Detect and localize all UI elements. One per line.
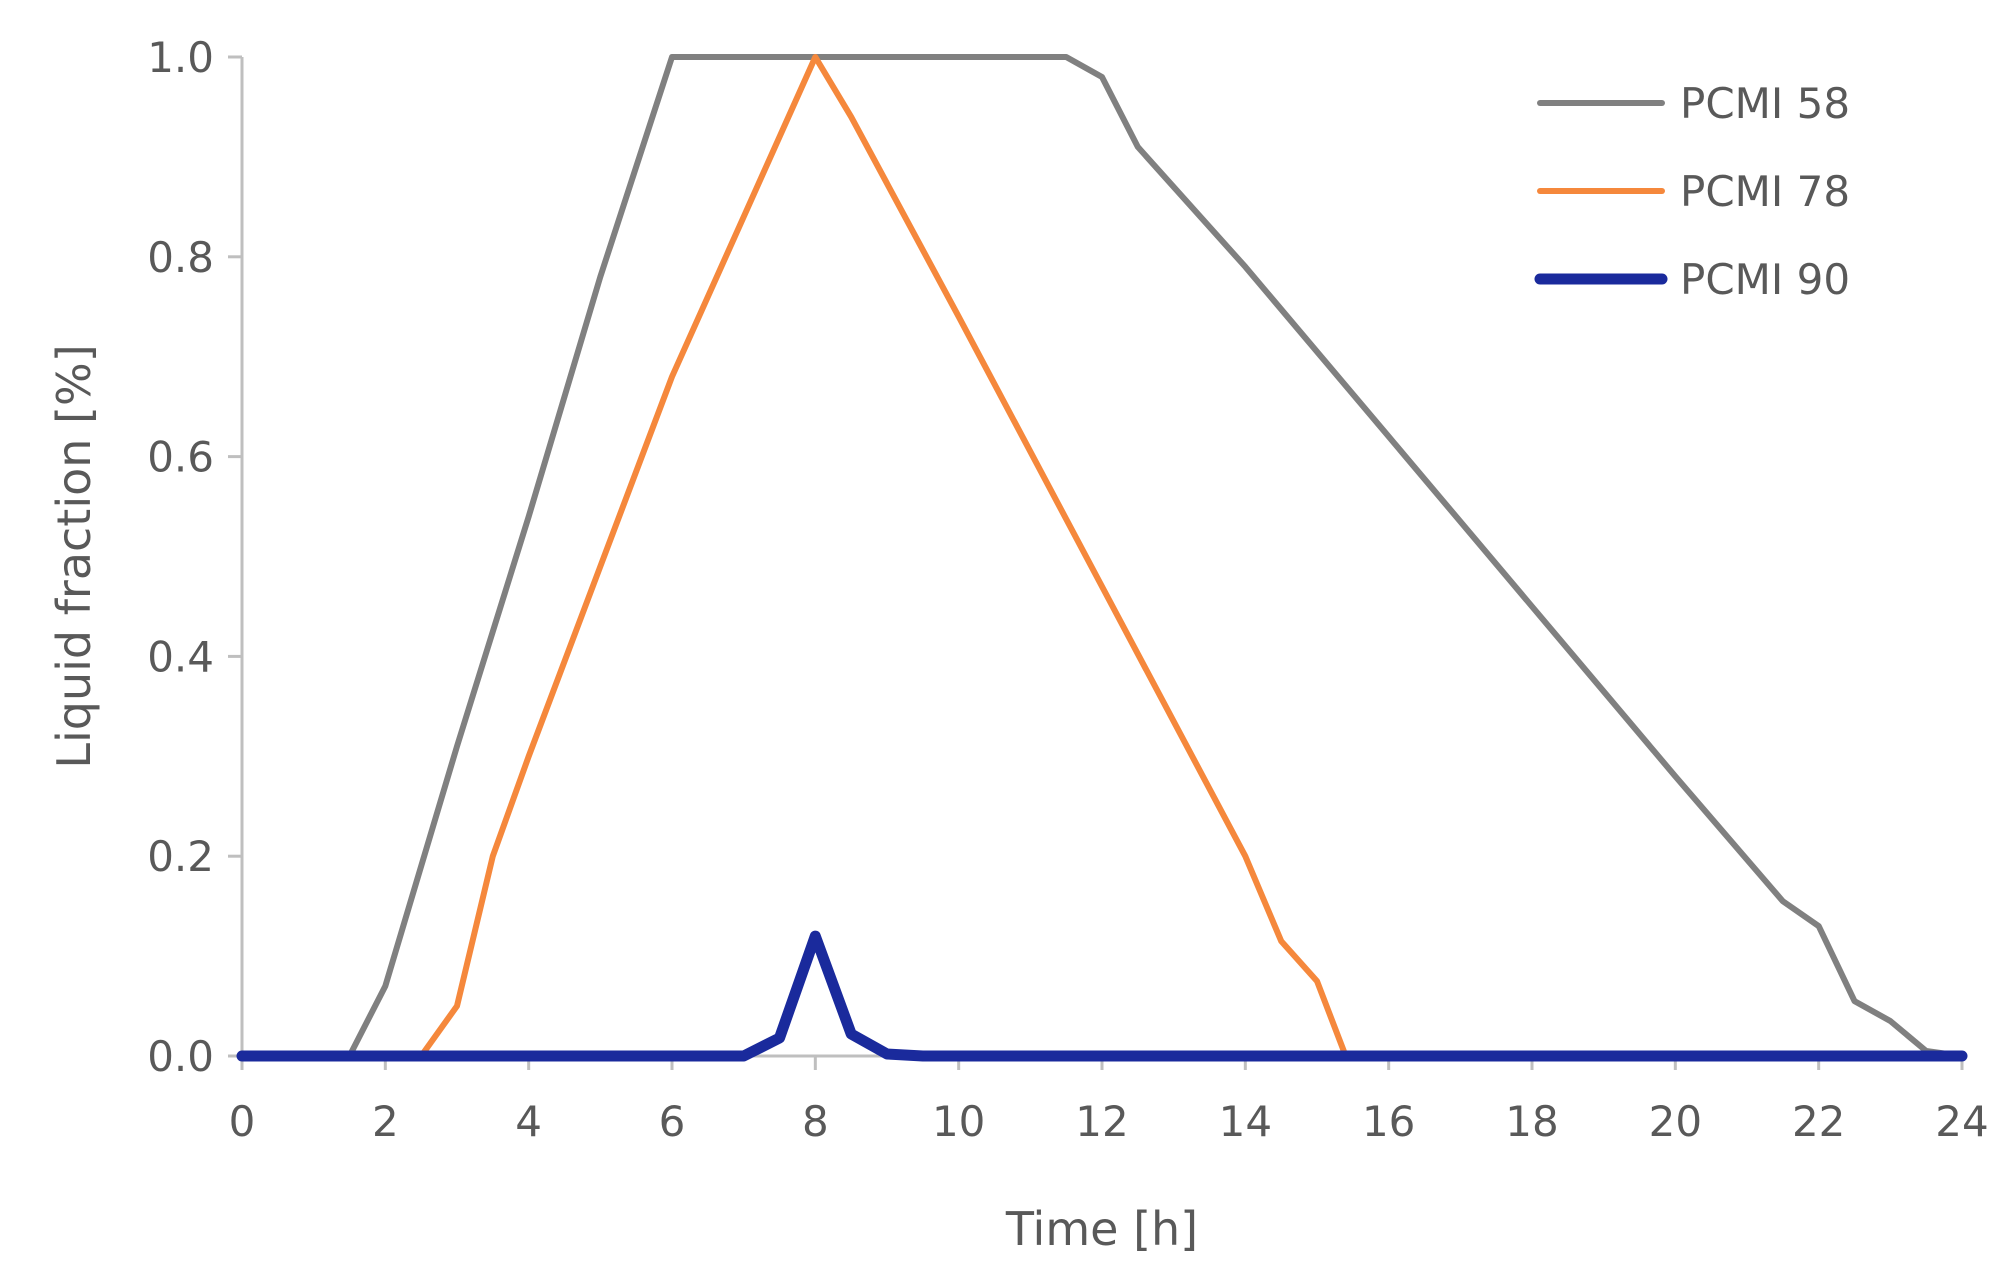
x-tick-label: 8 <box>802 1097 829 1146</box>
x-tick-label: 2 <box>372 1097 399 1146</box>
legend-label: PCMI 78 <box>1680 167 1850 216</box>
x-tick-label: 4 <box>515 1097 542 1146</box>
x-axis-ticks: 0 2 4 6 8 10 12 14 16 18 20 22 24 <box>229 1056 1989 1146</box>
y-tick-label: 1.0 <box>147 33 214 82</box>
x-tick-label: 18 <box>1505 1097 1558 1146</box>
y-tick-label: 0.2 <box>147 832 214 881</box>
x-tick-label: 16 <box>1362 1097 1415 1146</box>
x-tick-label: 12 <box>1075 1097 1128 1146</box>
x-tick-label: 6 <box>659 1097 686 1146</box>
series-line-pcmi-78 <box>239 54 1965 1059</box>
y-axis-ticks: 0.0 0.2 0.4 0.6 0.8 1.0 <box>147 33 242 1081</box>
x-tick-label: 10 <box>932 1097 985 1146</box>
x-axis-title: Time [h] <box>1005 1202 1198 1256</box>
x-axis: 0 2 4 6 8 10 12 14 16 18 20 22 24 <box>229 1054 1989 1146</box>
legend-label: PCMI 90 <box>1680 255 1850 304</box>
x-tick-label: 24 <box>1935 1097 1988 1146</box>
y-tick-label: 0.8 <box>147 233 214 282</box>
legend: PCMI 58 PCMI 78 PCMI 90 <box>1534 79 1850 304</box>
y-tick-label: 0.6 <box>147 433 214 482</box>
legend-label: PCMI 58 <box>1680 79 1850 128</box>
x-tick-label: 20 <box>1649 1097 1702 1146</box>
y-axis-title: Liquid fraction [%] <box>47 344 101 768</box>
series-line-pcmi-58 <box>239 54 1965 1059</box>
x-tick-label: 0 <box>229 1097 256 1146</box>
y-axis: 0.0 0.2 0.4 0.6 0.8 1.0 <box>147 33 244 1081</box>
x-tick-label: 14 <box>1219 1097 1272 1146</box>
x-tick-label: 22 <box>1792 1097 1845 1146</box>
series-line-pcmi-90 <box>236 930 1968 1062</box>
y-tick-label: 0.0 <box>147 1032 214 1081</box>
series-layer <box>236 54 1968 1062</box>
y-tick-label: 0.4 <box>147 632 214 681</box>
